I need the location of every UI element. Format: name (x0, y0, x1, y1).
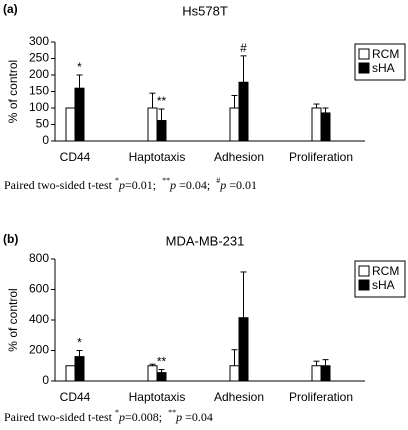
bar (229, 107, 240, 142)
footnote-part: =0.04; (176, 178, 216, 192)
footnote-part: # (216, 176, 220, 185)
y-tick-label: 400 (29, 312, 49, 326)
bar (147, 107, 158, 142)
footnote: Paired two-sided t-test *p=0.01; **p =0.… (4, 176, 257, 191)
panel-label: (b) (3, 232, 18, 246)
bar (320, 112, 331, 142)
y-tick-label: 0 (42, 133, 49, 147)
legend-label: sHA (372, 278, 395, 292)
legend-swatch (358, 265, 370, 277)
y-tick-label: 100 (29, 100, 49, 114)
y-tick-label: 50 (36, 117, 50, 131)
y-tick-label: 250 (29, 51, 49, 65)
y-tick-label: 600 (29, 282, 49, 296)
y-tick-label: 200 (29, 67, 49, 81)
bar (156, 120, 167, 142)
x-tick-label: Haptotaxis (129, 150, 186, 164)
footnote-part: Paired two-sided t-test (4, 410, 115, 424)
y-tick-label: 0 (42, 373, 49, 387)
panel-label: (a) (3, 2, 18, 16)
x-tick-label: CD44 (60, 390, 91, 404)
bar (320, 365, 331, 382)
annotation: ** (157, 94, 167, 108)
x-tick-label: Adhesion (214, 150, 264, 164)
bar (156, 372, 167, 382)
chart-title: MDA-MB-231 (166, 233, 245, 248)
x-tick-label: Haptotaxis (129, 390, 186, 404)
y-axis-label: % of control (6, 288, 20, 351)
footnote-part: =0.01; (125, 178, 162, 192)
footnote-part: =0.01 (226, 178, 257, 192)
footnote-part: p (169, 178, 176, 192)
y-tick-label: 800 (29, 251, 49, 265)
bar (311, 365, 322, 382)
x-tick-label: Proliferation (289, 150, 353, 164)
bar (74, 87, 85, 142)
legend-label: RCM (372, 47, 399, 61)
x-tick-label: CD44 (60, 150, 91, 164)
footnote-part: p (118, 178, 125, 192)
footnote-part: p (219, 178, 226, 192)
legend-label: RCM (372, 264, 399, 278)
legend-swatch (358, 62, 370, 74)
legend-label: sHA (372, 61, 395, 75)
footnote-part: =0.04 (182, 410, 213, 424)
footnote-part: Paired two-sided t-test (4, 178, 115, 192)
y-axis-label: % of control (6, 60, 20, 123)
bar (65, 107, 76, 142)
footnote-part: * (115, 176, 119, 185)
footnote-part: * (115, 408, 119, 417)
y-tick-label: 300 (29, 34, 49, 48)
y-tick-label: 150 (29, 84, 49, 98)
bar (74, 356, 85, 382)
bar (229, 365, 240, 382)
annotation: ** (157, 355, 167, 369)
footnote-part: =0.008; (125, 410, 168, 424)
bar (238, 317, 249, 382)
footnote-part: ** (168, 408, 176, 417)
legend-swatch (358, 279, 370, 291)
bar (238, 81, 249, 142)
y-tick-label: 200 (29, 343, 49, 357)
chart-title: Hs578T (182, 3, 228, 18)
footnote-part: p (118, 410, 125, 424)
footnote-part: p (175, 410, 182, 424)
annotation: * (77, 336, 82, 350)
bar (311, 107, 322, 142)
legend-swatch (358, 48, 370, 60)
bar (65, 365, 76, 382)
footnote: Paired two-sided t-test *p=0.008; **p =0… (4, 408, 213, 423)
bar (147, 365, 158, 382)
x-tick-label: Proliferation (289, 390, 353, 404)
annotation: # (240, 41, 247, 55)
footnote-part: ** (162, 176, 170, 185)
annotation: * (77, 60, 82, 74)
x-tick-label: Adhesion (214, 390, 264, 404)
